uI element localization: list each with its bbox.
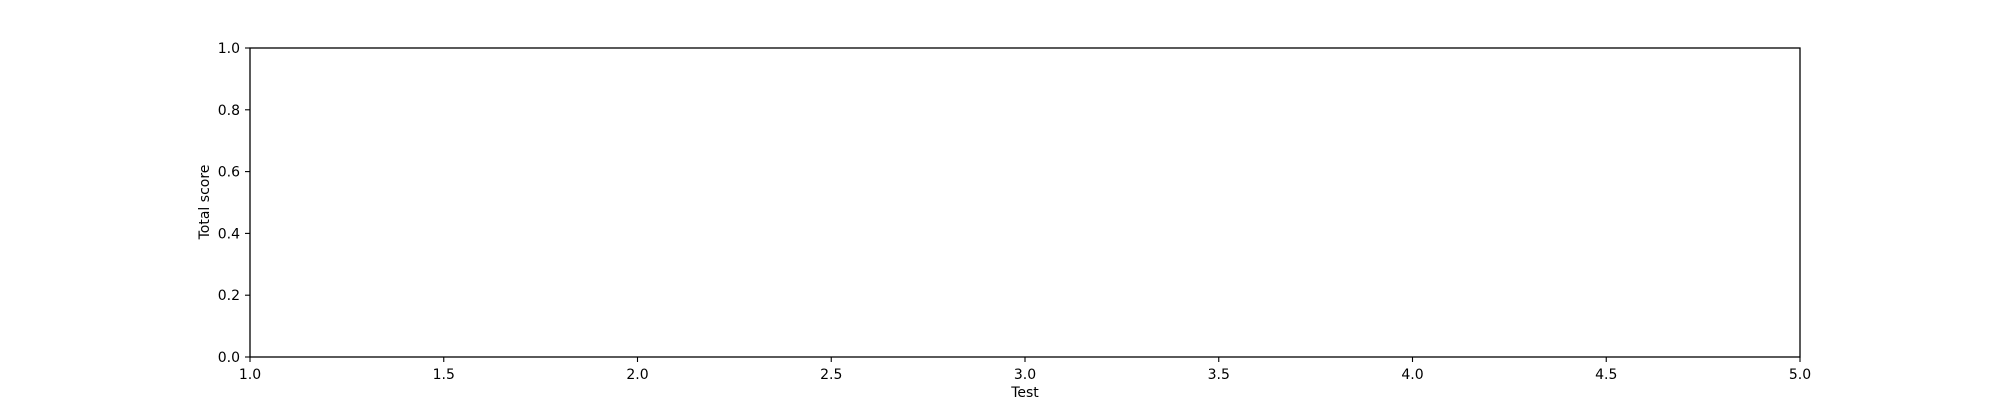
x-axis-ticks: 1.0 1.5 2.0 2.5 3.0 3.5 4.0 4.5 5.0 bbox=[239, 357, 1811, 383]
x-tick-label: 2.5 bbox=[820, 367, 842, 383]
plot-area bbox=[250, 48, 1800, 357]
x-tick-label: 4.0 bbox=[1401, 367, 1423, 383]
x-tick-label: 3.5 bbox=[1208, 367, 1230, 383]
y-tick-label: 0.6 bbox=[218, 165, 240, 181]
y-tick-label: 1.0 bbox=[218, 41, 240, 57]
x-tick-label: 4.5 bbox=[1595, 367, 1617, 383]
x-tick-label: 3.0 bbox=[1014, 367, 1036, 383]
x-tick-label: 2.0 bbox=[626, 367, 648, 383]
y-axis-ticks: 0.0 0.2 0.4 0.6 0.8 1.0 bbox=[218, 41, 250, 366]
x-tick-label: 5.0 bbox=[1789, 367, 1811, 383]
x-tick-label: 1.5 bbox=[433, 367, 455, 383]
y-tick-label: 0.4 bbox=[218, 226, 240, 242]
y-tick-label: 0.8 bbox=[218, 103, 240, 119]
plot-frame bbox=[249, 47, 1801, 358]
y-tick-label: 0.2 bbox=[218, 288, 240, 304]
y-tick-label: 0.0 bbox=[218, 350, 240, 366]
y-axis-label: Total score bbox=[197, 165, 213, 241]
x-axis-label: Test bbox=[1010, 385, 1039, 400]
x-tick-label: 1.0 bbox=[239, 367, 261, 383]
